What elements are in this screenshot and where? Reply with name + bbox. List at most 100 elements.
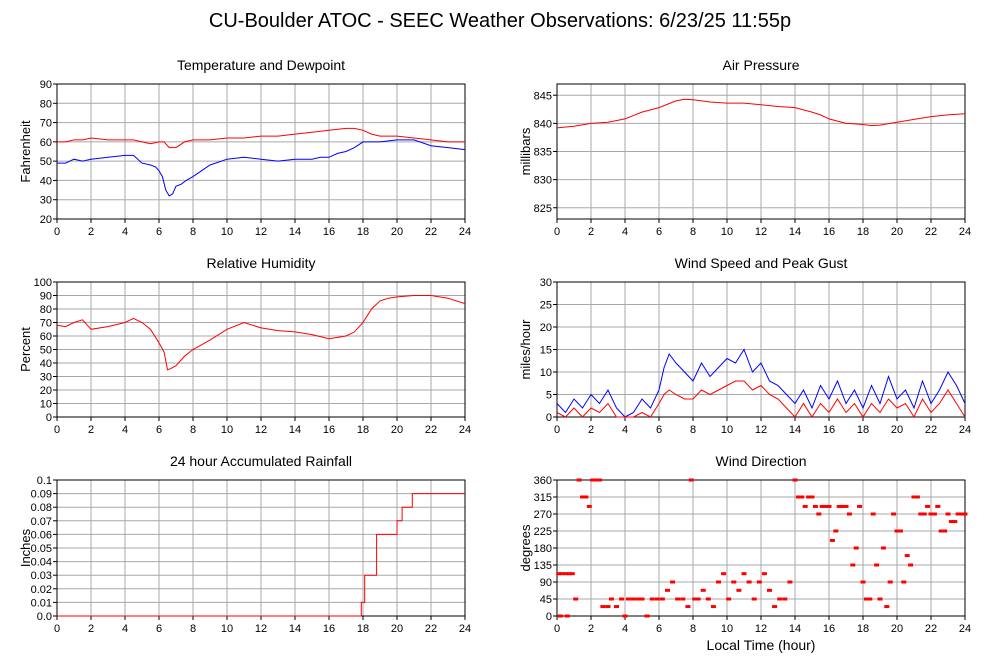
wind-direction-point: [935, 504, 941, 508]
x-tick-label: 20: [891, 623, 903, 635]
wind-direction-point: [945, 512, 951, 516]
wind-direction-point: [767, 588, 772, 592]
wind-direction-point: [938, 529, 944, 533]
rh-title: Relative Humidity: [207, 255, 316, 271]
x-tick-label: 20: [891, 226, 903, 238]
y-tick-label: 10: [40, 399, 52, 411]
wind-direction-point: [636, 597, 642, 601]
wind-direction-point: [948, 520, 954, 524]
wind-direction-point: [649, 597, 655, 601]
x-tick-label: 16: [823, 623, 835, 635]
page-title: CU-Boulder ATOC - SEEC Weather Observati…: [209, 10, 791, 32]
wind-direction-point: [823, 504, 829, 508]
temp-series-line-1: [57, 139, 466, 197]
x-tick-label: 24: [959, 623, 971, 635]
x-tick-label: 18: [357, 424, 369, 436]
wind-direction-point: [564, 614, 570, 618]
y-tick-label: 835: [534, 147, 552, 159]
x-tick-label: 8: [190, 226, 196, 238]
y-tick-label: 30: [40, 372, 52, 384]
x-tick-label: 18: [857, 623, 869, 635]
y-tick-label: 70: [40, 118, 52, 130]
rain-y-axis-label: Inches: [18, 528, 33, 567]
plot-frame: [56, 83, 466, 220]
temp-y-axis-label: Fahrenheit: [18, 120, 33, 183]
y-tick-label: 0.01: [31, 597, 52, 609]
temp-title: Temperature and Dewpoint: [177, 57, 345, 73]
wind-direction-point: [597, 478, 602, 482]
wind-direction-point: [894, 529, 900, 533]
x-tick-label: 2: [88, 424, 94, 436]
wind-direction-point: [819, 504, 825, 508]
x-tick-label: 2: [88, 226, 94, 238]
y-tick-label: 50: [40, 156, 52, 168]
y-tick-label: 70: [40, 318, 52, 330]
rain-series-line-0: [57, 493, 465, 617]
x-tick-label: 16: [323, 226, 335, 238]
wind-direction-point: [590, 478, 596, 482]
wind-direction-point: [644, 614, 650, 618]
x-tick-label: 4: [122, 226, 128, 238]
x-tick-label: 6: [656, 424, 662, 436]
wind-direction-point: [586, 504, 592, 508]
x-tick-label: 20: [391, 424, 403, 436]
wind-direction-point: [846, 512, 852, 516]
x-tick-label: 12: [255, 226, 267, 238]
x-tick-label: 24: [459, 226, 471, 238]
wind-direction-point: [911, 495, 917, 499]
x-tick-label: 4: [622, 226, 628, 238]
x-axis-label: Local Time (hour): [707, 637, 816, 653]
wind-direction-point: [891, 512, 897, 516]
x-tick-label: 10: [721, 424, 733, 436]
y-tick-label: 60: [40, 331, 52, 343]
x-tick-label: 12: [255, 424, 267, 436]
x-tick-label: 6: [656, 623, 662, 635]
wind-direction-point: [792, 478, 798, 482]
x-tick-label: 14: [289, 226, 301, 238]
x-tick-label: 20: [891, 424, 903, 436]
y-tick-label: 20: [40, 214, 52, 226]
y-tick-label: 0.09: [31, 489, 52, 501]
wind-direction-point: [566, 572, 572, 576]
wind-direction-point: [583, 495, 589, 499]
y-tick-label: 80: [40, 98, 52, 110]
plot-frame: [556, 281, 966, 418]
wind-direction-point: [867, 597, 873, 601]
y-tick-label: 45: [540, 594, 552, 606]
x-tick-label: 22: [925, 424, 937, 436]
press-title: Air Pressure: [722, 57, 799, 73]
wind-direction-point: [857, 504, 863, 508]
wind-direction-point: [670, 580, 676, 584]
x-tick-label: 22: [425, 424, 437, 436]
wind-title: Wind Speed and Peak Gust: [675, 255, 848, 271]
wind-direction-point: [877, 597, 883, 601]
y-tick-label: 50: [40, 345, 52, 357]
y-tick-label: 90: [40, 79, 52, 91]
x-tick-label: 6: [156, 226, 162, 238]
wind-direction-point: [622, 614, 628, 618]
wind-direction-point: [700, 588, 706, 592]
wind-direction-point: [833, 529, 839, 533]
wind-direction-point: [928, 512, 934, 516]
x-tick-label: 6: [156, 424, 162, 436]
wind-direction-point: [921, 512, 927, 516]
y-tick-label: 25: [540, 300, 552, 312]
wind-direction-point: [625, 597, 631, 601]
x-tick-label: 18: [857, 226, 869, 238]
press-y-axis-label: millibars: [518, 127, 533, 175]
x-tick-label: 16: [323, 623, 335, 635]
y-tick-label: 270: [534, 509, 552, 521]
wind-direction-point: [884, 605, 890, 609]
y-tick-label: 30: [40, 195, 52, 207]
wind-direction-point: [654, 597, 660, 601]
y-tick-label: 15: [540, 345, 552, 357]
wind-direction-point: [777, 597, 783, 601]
wind-direction-point: [853, 546, 859, 550]
wind-direction-point: [705, 597, 711, 601]
wind-direction-point: [874, 563, 880, 567]
wind-direction-point: [863, 597, 869, 601]
x-tick-label: 0: [54, 226, 60, 238]
y-tick-label: 90: [540, 577, 552, 589]
